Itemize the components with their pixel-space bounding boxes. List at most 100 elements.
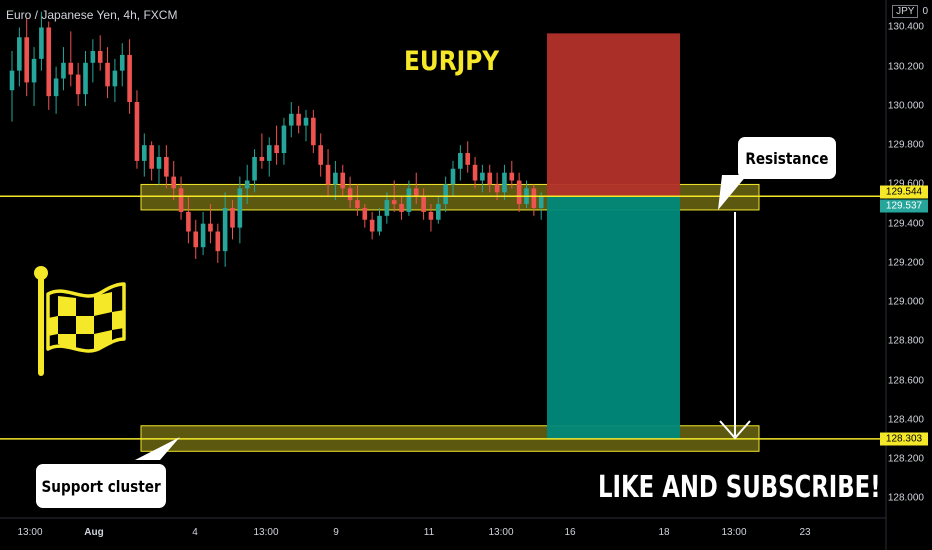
candle-body: [171, 176, 176, 189]
time-tick: 4: [192, 527, 198, 538]
candle-body: [75, 74, 81, 95]
candle-body: [384, 200, 390, 216]
candle-body: [502, 172, 507, 193]
position-tool[interactable]: [547, 33, 680, 439]
candle-body: [164, 156, 169, 177]
candle-body: [252, 156, 257, 181]
price-tick: 129.000: [887, 296, 924, 308]
resistance-callout: Resistance: [738, 137, 836, 179]
time-tick: 13:00: [488, 527, 514, 538]
candle-body: [97, 51, 103, 63]
resistance-callout-pointer: [718, 175, 747, 210]
candle-body: [208, 223, 213, 232]
candle-body: [193, 231, 199, 248]
target-arrow-head: [719, 420, 751, 440]
candle-body: [458, 153, 463, 169]
candle-body: [24, 37, 29, 83]
candle-body: [303, 117, 309, 126]
price-tick: 129.800: [887, 139, 924, 151]
time-tick: 13:00: [721, 527, 747, 538]
candle-body: [61, 62, 66, 79]
chart-title: EURJPY: [404, 46, 500, 77]
candle-body: [266, 145, 272, 161]
price-label: 129.537: [880, 199, 928, 213]
candle-body: [436, 204, 441, 220]
candle-body: [391, 200, 397, 205]
candle-body: [237, 188, 243, 228]
candle-body: [406, 188, 412, 212]
time-tick: 13:00: [17, 527, 43, 538]
candle-body: [413, 188, 419, 197]
price-tick: 128.000: [887, 492, 924, 504]
candle-body: [538, 196, 544, 208]
stop-loss-zone[interactable]: [547, 33, 680, 197]
candle-body: [325, 164, 331, 185]
currency-badge[interactable]: JPY 0: [892, 5, 928, 18]
price-label: 129.544: [880, 185, 928, 199]
candle-body: [340, 172, 346, 189]
candle-body: [142, 145, 147, 161]
price-tick: 130.400: [887, 21, 924, 33]
candle-body: [333, 172, 338, 185]
candle-body: [296, 113, 301, 126]
candle-body: [39, 27, 44, 59]
time-tick: 16: [564, 527, 576, 538]
candle-body: [494, 184, 500, 193]
candle-body: [112, 70, 118, 87]
candle-body: [244, 180, 250, 189]
candle-body: [178, 188, 184, 212]
resistance-callout-label: Resistance: [745, 148, 829, 168]
candle-body: [186, 211, 191, 232]
price-tick: 129.200: [887, 257, 924, 269]
candle-body: [156, 156, 162, 169]
candle-body: [46, 27, 52, 97]
price-tick: 130.000: [887, 100, 924, 112]
candle-body: [472, 164, 478, 181]
candle-body: [355, 200, 360, 208]
currency-unit: JPY: [892, 5, 919, 18]
currency-value: 0: [922, 6, 928, 17]
price-tick: 128.800: [887, 335, 924, 347]
candle-body: [281, 125, 287, 154]
candle-body: [134, 102, 140, 161]
price-tick: 130.200: [887, 61, 924, 73]
candle-body: [9, 70, 15, 91]
candle-body: [149, 145, 154, 169]
price-tick: 128.600: [887, 375, 924, 387]
price-tick: 129.400: [887, 218, 924, 230]
candle-body: [311, 117, 316, 146]
candle-body: [362, 207, 368, 220]
candle-body: [377, 215, 382, 232]
candle-body: [399, 204, 404, 212]
candle-body: [83, 62, 88, 95]
time-tick: 11: [423, 527, 435, 538]
candle-body: [90, 51, 96, 63]
candle-body: [443, 184, 448, 205]
candle-body: [428, 211, 434, 220]
symbol-info[interactable]: Euro / Japanese Yen, 4h, FXCM: [6, 8, 178, 22]
candle-body: [230, 207, 235, 228]
time-tick: Aug: [84, 527, 104, 538]
subscribe-banner: LIKE AND SUBSCRIBE!: [598, 470, 881, 505]
time-tick: 23: [799, 527, 811, 538]
price-tick: 128.400: [887, 414, 924, 426]
support-callout-pointer: [135, 437, 180, 460]
candle-body: [259, 156, 265, 161]
candle-body: [516, 180, 522, 205]
candle-body: [105, 62, 110, 87]
candle-body: [421, 196, 426, 212]
time-tick: 13:00: [253, 527, 279, 538]
candle-body: [200, 223, 206, 248]
price-label: 128.303: [880, 432, 928, 446]
candle-body: [17, 37, 22, 71]
candle-body: [465, 153, 470, 165]
candles-layer: [9, 11, 544, 267]
time-tick: 9: [333, 527, 339, 538]
candle-body: [531, 188, 537, 208]
candle-body: [318, 145, 323, 165]
candle-body: [347, 188, 353, 201]
candle-body: [509, 172, 515, 181]
candle-body: [222, 207, 228, 252]
take-profit-zone[interactable]: [547, 196, 680, 439]
